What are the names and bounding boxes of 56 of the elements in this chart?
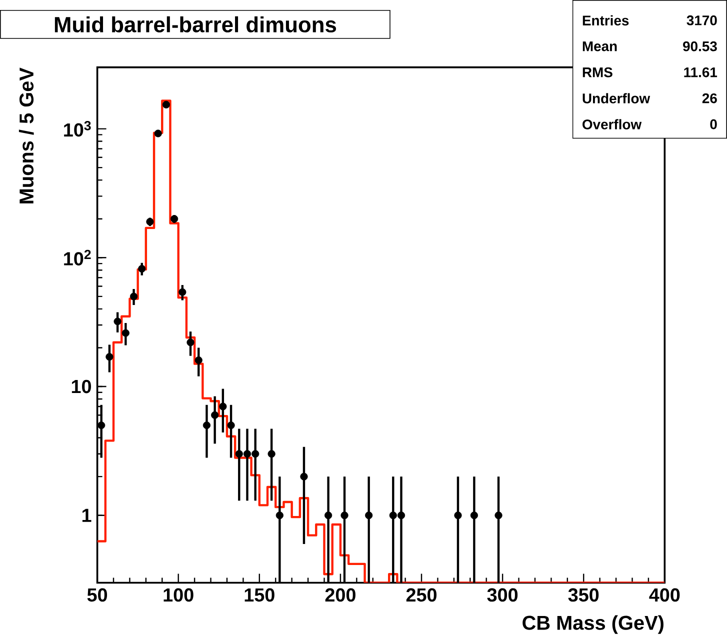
x-axis-title: CB Mass (GeV) — [522, 615, 664, 634]
point — [178, 288, 186, 296]
x-tick-label: 150 — [244, 588, 274, 602]
point — [300, 472, 308, 481]
y-tick-label: 10$^{2}$ — [64, 250, 91, 266]
point — [268, 450, 276, 458]
point — [340, 512, 348, 520]
point — [454, 512, 462, 520]
x-tick-label: 100 — [164, 588, 194, 602]
point — [170, 215, 178, 223]
y-tick-label: 10 — [72, 380, 92, 394]
annotation: Underflow — [582, 93, 650, 104]
x-tick-label: 200 — [325, 588, 356, 602]
chart-title: Muid barrel-barrel dimuons — [54, 16, 336, 33]
point — [202, 422, 211, 430]
point — [243, 450, 252, 458]
point — [146, 218, 154, 226]
text: 90.53 — [683, 42, 717, 52]
x-tick-label: 50 — [87, 588, 108, 602]
point — [194, 356, 202, 364]
annotation: Overflow — [582, 119, 642, 130]
y-tick-label: 1 — [82, 509, 92, 522]
point — [235, 450, 243, 458]
point — [324, 512, 332, 520]
point — [138, 265, 146, 273]
x-tick-label: 350 — [568, 588, 599, 602]
text: Entries — [582, 15, 629, 26]
point — [389, 512, 397, 520]
point — [154, 130, 162, 138]
text: Mean — [582, 42, 617, 52]
point — [211, 411, 219, 420]
point — [219, 402, 227, 410]
point — [276, 512, 284, 520]
text: 0 — [710, 119, 717, 130]
y-axis-title: Muons / 5 GeV — [18, 68, 34, 204]
point — [494, 512, 502, 520]
x-tick-label: 400 — [649, 588, 680, 602]
point — [122, 329, 130, 337]
point — [397, 512, 406, 520]
x-tick-label: 300 — [487, 588, 518, 602]
x-tick-label: 250 — [406, 588, 436, 602]
point — [227, 422, 235, 430]
annotation: RMS — [582, 68, 612, 78]
point — [186, 338, 194, 346]
point — [114, 318, 122, 326]
point — [365, 512, 373, 520]
text: 3170 — [686, 16, 717, 26]
point — [162, 100, 170, 109]
text: 11.61 — [684, 68, 718, 78]
point — [98, 422, 106, 430]
point — [130, 292, 138, 300]
y-tick-label: 10$^{3}$ — [64, 121, 91, 137]
point — [252, 450, 260, 458]
text: 26 — [702, 93, 717, 104]
point — [470, 512, 478, 520]
point — [106, 353, 114, 361]
